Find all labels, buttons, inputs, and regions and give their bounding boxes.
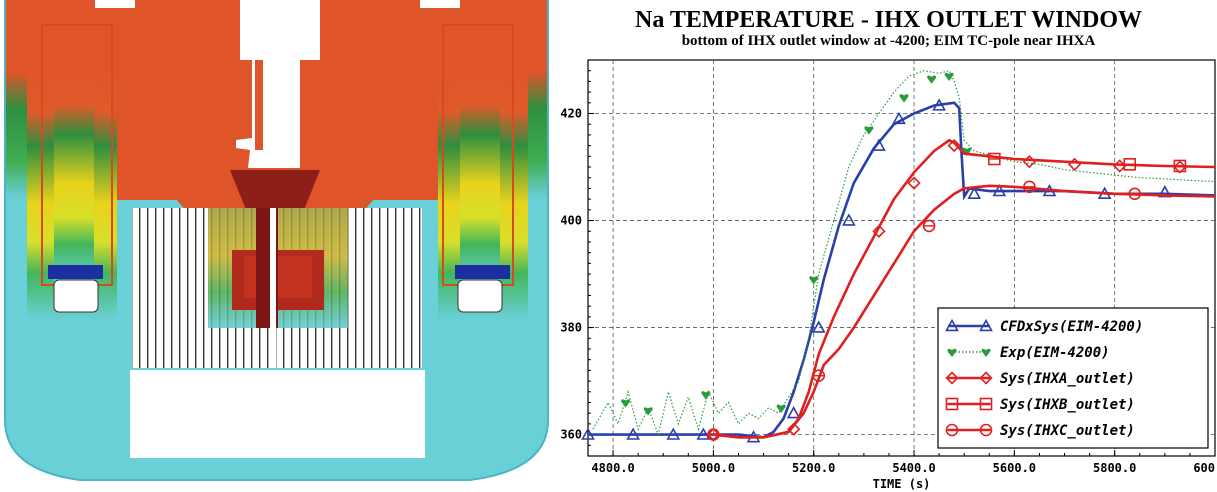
series-point-0 [696,427,711,440]
x-tick-label: 5000.0 [692,461,735,475]
series-point-1 [776,404,786,413]
series-point-1 [809,276,819,285]
series-point-1 [643,407,653,416]
legend-marker-2 [945,371,959,385]
x-tick-label: 4800.0 [591,461,634,475]
y-tick-label: 380 [560,321,582,335]
series-point-0 [581,427,595,440]
series-point-4 [1128,187,1142,201]
series-point-3 [987,152,1001,166]
series-4 [707,180,1216,441]
series-point-0 [626,427,641,440]
series-point-2 [947,138,961,153]
legend-marker-2 [979,371,993,385]
legend-marker-0 [979,318,993,332]
series-point-1 [944,72,954,82]
series-point-0 [967,186,982,199]
series-point-4 [707,428,720,441]
legend-label: Sys(IHXA_outlet) [1000,371,1135,387]
series-point-1 [621,399,631,408]
series-point-0 [841,213,856,226]
series-point-1 [864,126,874,135]
x-tick-label: 600 [1193,461,1215,475]
series-point-2 [872,224,886,238]
series-point-0 [892,111,906,125]
series-point-4 [812,369,826,383]
y-tick-label: 400 [560,214,582,228]
x-tick-label: 5400.0 [892,461,935,475]
series-point-2 [1173,160,1187,174]
series-point-2 [1067,157,1082,171]
chart-subtitle: bottom of IHX outlet window at -4200; EI… [681,33,1096,49]
y-tick-label: 420 [560,107,582,121]
x-tick-label: 5200.0 [792,461,835,475]
legend-marker-3 [979,397,993,411]
series-point-0 [786,406,801,419]
series-point-1 [899,94,909,103]
legend-marker-1 [981,348,991,357]
series-point-2 [1113,159,1127,173]
series-point-0 [932,98,946,111]
series-point-2 [907,176,921,190]
legend-marker-1 [947,348,957,357]
x-axis-label: TIME (s) [873,477,931,491]
legend-marker-0 [945,318,959,332]
series-point-0 [992,183,1007,197]
series-point-3 [1123,158,1137,171]
series-point-0 [811,320,826,333]
series-point-0 [872,138,886,151]
x-tick-label: 5800.0 [1093,461,1136,475]
series-point-3 [1173,159,1187,173]
chart-title: Na TEMPERATURE - IHX OUTLET WINDOW [635,7,1142,33]
legend-label: Exp(EIM-4200) [1000,345,1110,361]
series-1 [592,69,1216,437]
legend-label: Sys(IHXB_outlet) [1000,397,1135,413]
legend-label: Sys(IHXC_outlet) [1000,423,1135,439]
series-3 [987,152,1187,173]
series-line-4 [713,184,1216,439]
series-point-2 [787,422,801,436]
series-point-0 [666,427,681,440]
series-point-1 [962,147,972,156]
legend-marker-4 [945,423,959,437]
series-point-4 [1023,180,1036,194]
legend-marker-4 [979,423,993,437]
series-point-1 [927,75,937,84]
temperature-chart: 4800.0 5000.0 5200.0 5400.0 5600.0 5800.0 600 3… [560,59,1216,491]
legend-marker-3 [945,397,959,411]
legend-label: CFDxSys(EIM-4200) [1000,319,1143,335]
cfd-temperature-contour [4,0,549,481]
series-point-4 [922,219,936,233]
series-point-1 [701,391,711,400]
series-point-2 [1022,155,1037,169]
x-tick-label: 5600.0 [993,461,1036,475]
y-tick-label: 360 [560,428,582,442]
